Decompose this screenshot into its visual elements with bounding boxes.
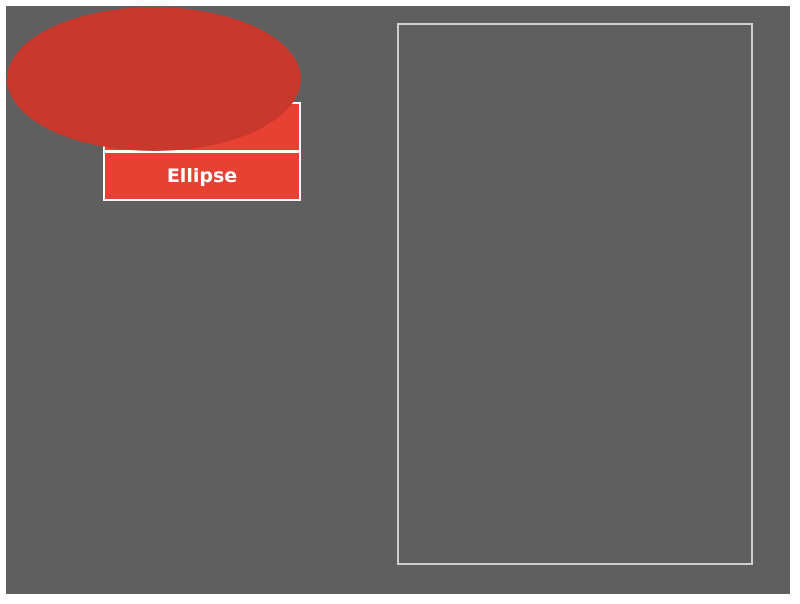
drop-zone[interactable] bbox=[397, 23, 753, 565]
draggable-ellipse[interactable] bbox=[6, 6, 302, 152]
shape-option-label: Ellipse bbox=[166, 165, 238, 187]
shape-option-ellipse[interactable]: Ellipse bbox=[103, 151, 301, 201]
canvas: Ellipse bbox=[6, 6, 790, 594]
ellipse-shape bbox=[7, 7, 301, 151]
